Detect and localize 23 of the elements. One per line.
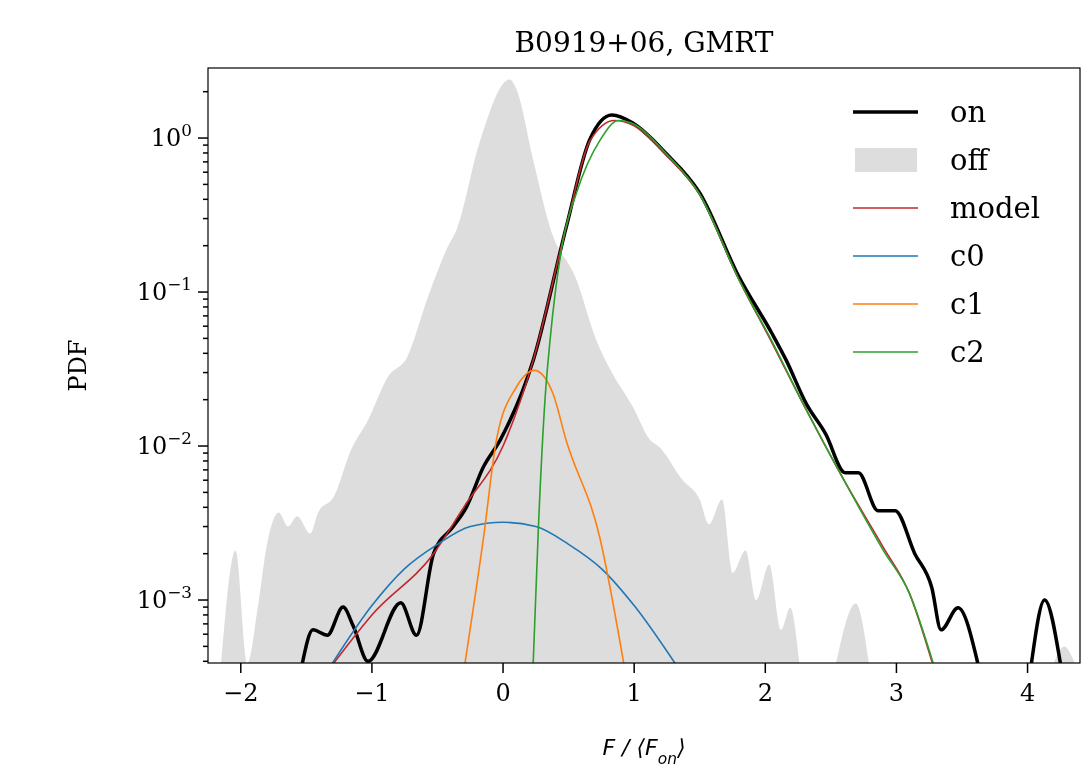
x-tick-label: −1 — [354, 679, 390, 707]
line-series — [532, 119, 934, 663]
legend-label: off — [950, 143, 991, 177]
legend-label: c2 — [950, 335, 985, 369]
y-tick-label: 10$^{−3}$ — [136, 582, 192, 615]
y-axis-title: PDF — [64, 339, 92, 392]
y-tick-label: 10$^{−2}$ — [136, 428, 192, 461]
x-axis-title: F / ⟨F$_{on}$⟩ — [602, 735, 686, 768]
legend-label: c1 — [950, 287, 985, 321]
x-tick-label: 2 — [757, 679, 773, 707]
y-tick-label: 10$^{0}$ — [150, 120, 192, 153]
x-tick-label: 1 — [626, 679, 642, 707]
x-tick-label: 3 — [888, 679, 905, 707]
legend-label: on — [950, 95, 987, 129]
legend-label: model — [950, 191, 1040, 225]
legend-label: c0 — [950, 239, 985, 273]
y-tick-label: 10$^{−1}$ — [136, 274, 192, 307]
chart-title: B0919+06, GMRT — [514, 26, 774, 59]
x-tick-label: −2 — [223, 679, 259, 707]
line-series — [331, 521, 676, 663]
line-series — [464, 369, 625, 663]
x-tick-label: 4 — [1019, 679, 1036, 707]
x-tick-label: 0 — [495, 679, 511, 707]
